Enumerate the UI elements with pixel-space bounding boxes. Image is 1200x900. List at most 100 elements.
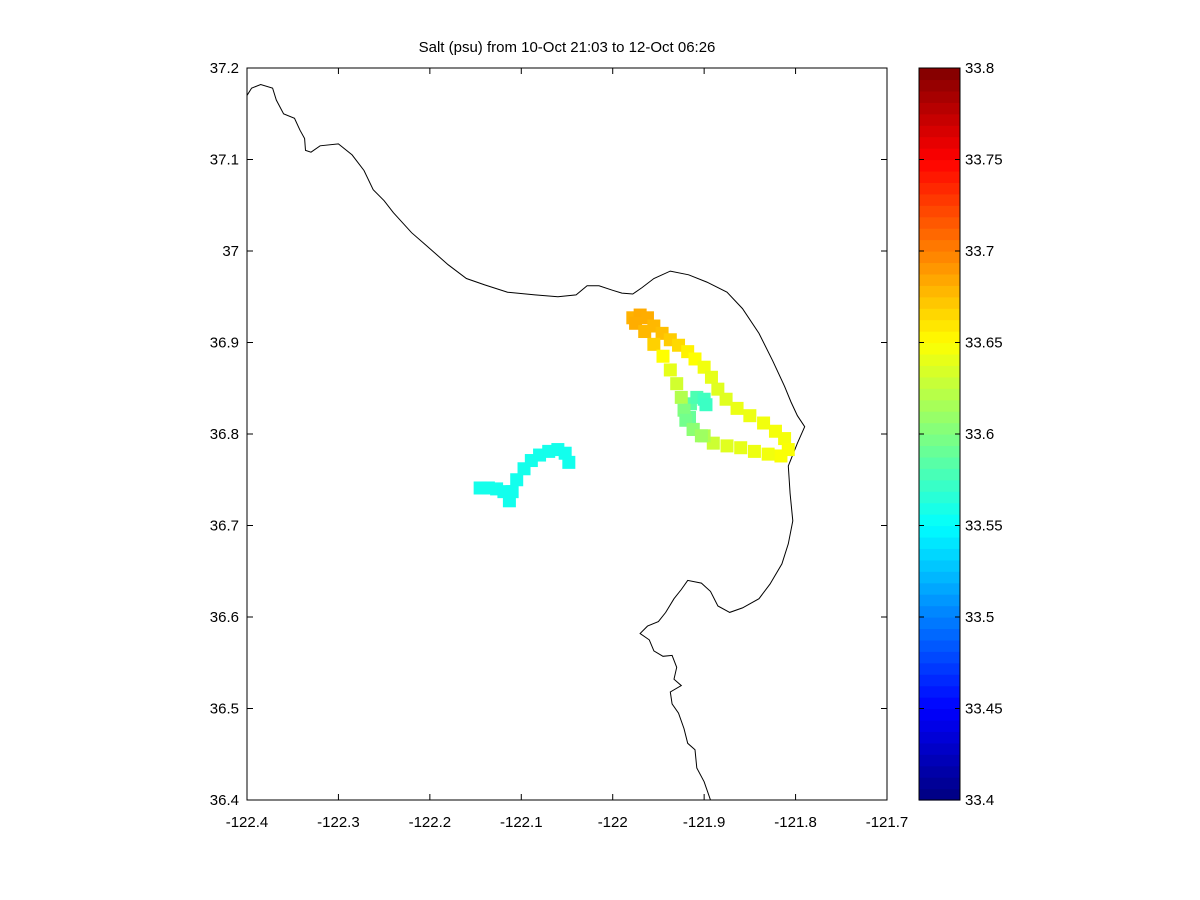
y-tick-label: 36.6 (210, 609, 239, 626)
colorbar-tick-label: 33.5 (965, 609, 994, 626)
track-point (656, 349, 670, 363)
y-tick-label: 36.5 (210, 701, 239, 718)
track-point (761, 447, 775, 461)
colorbar-band (919, 170, 960, 183)
colorbar-band (919, 136, 960, 149)
track-point (638, 325, 652, 339)
track-point (505, 485, 519, 499)
y-tick-label: 37.2 (210, 60, 239, 77)
track-point (699, 398, 713, 412)
colorbar-band (919, 479, 960, 492)
colorbar-band (919, 125, 960, 138)
salinity-track (473, 308, 795, 508)
colorbar-band (919, 182, 960, 195)
y-tick-label: 36.8 (210, 426, 239, 443)
colorbar-band (919, 559, 960, 572)
colorbar-band (919, 228, 960, 241)
colorbar-band (919, 434, 960, 447)
colorbar-band (919, 251, 960, 264)
colorbar-band (919, 731, 960, 744)
track-point (734, 441, 748, 455)
y-tick-label: 37 (222, 243, 239, 260)
colorbar-axis: 33.4 33.45 33.5 33.55 33.6 33.65 33.7 33.75 33.8 (919, 60, 1003, 809)
colorbar-band (919, 342, 960, 355)
track-point (747, 444, 761, 458)
colorbar-band (919, 388, 960, 401)
colorbar-band (919, 571, 960, 584)
colorbar-band (919, 788, 960, 801)
track-point (694, 429, 708, 443)
colorbar-band (919, 502, 960, 515)
x-tick-label: -121.8 (774, 814, 817, 831)
track-point (720, 439, 734, 453)
colorbar-band (919, 765, 960, 778)
x-tick-label: -121.9 (683, 814, 726, 831)
colorbar-band (919, 296, 960, 309)
track-point (562, 455, 576, 469)
colorbar-band (919, 285, 960, 298)
colorbar-band (919, 273, 960, 286)
x-tick-label: -122 (598, 814, 628, 831)
colorbar-band (919, 536, 960, 549)
colorbar-band (919, 651, 960, 664)
track-point (743, 409, 757, 423)
colorbar-band (919, 719, 960, 732)
colorbar-band (919, 468, 960, 481)
colorbar-band (919, 365, 960, 378)
colorbar-band (919, 777, 960, 790)
colorbar-tick-label: 33.45 (965, 701, 1003, 718)
plot-area: -122.4 -122.3 -122.2 -122.1 -122 -121.9 -121.8… (210, 60, 908, 831)
colorbar-band (919, 193, 960, 206)
colorbar-band (919, 216, 960, 229)
colorbar-band (919, 239, 960, 252)
y-tick-label: 36.4 (210, 792, 239, 809)
colorbar-band (919, 90, 960, 103)
colorbar-band (919, 697, 960, 710)
colorbar-tick-label: 33.6 (965, 426, 994, 443)
track-point (510, 473, 524, 487)
colorbar-tick-label: 33.65 (965, 335, 1003, 352)
track-point (711, 382, 725, 396)
colorbar-tick-label: 33.75 (965, 152, 1003, 169)
track-point (704, 370, 718, 384)
colorbar-tick-label: 33.4 (965, 792, 994, 809)
colorbar-band (919, 514, 960, 527)
colorbar-tick-label: 33.7 (965, 243, 994, 260)
colorbar-band (919, 525, 960, 538)
y-tick-label: 36.7 (210, 518, 239, 535)
colorbar-band (919, 628, 960, 641)
chart-title: Salt (psu) from 10-Oct 21:03 to 12-Oct 0… (419, 39, 716, 56)
x-tick-label: -121.7 (866, 814, 909, 831)
colorbar-band (919, 353, 960, 366)
colorbar-band (919, 319, 960, 332)
colorbar-band (919, 205, 960, 218)
x-axis: -122.4 -122.3 -122.2 -122.1 -122 -121.9 -121.8… (226, 68, 909, 831)
colorbar-band (919, 422, 960, 435)
colorbar-band (919, 102, 960, 115)
track-point (730, 401, 744, 415)
colorbar-band (919, 662, 960, 675)
track-point (719, 392, 733, 406)
track-point (647, 337, 661, 351)
colorbar-band (919, 411, 960, 424)
colorbar-band (919, 754, 960, 767)
track-point (663, 363, 677, 377)
colorbar-band (919, 639, 960, 652)
colorbar-band (919, 148, 960, 161)
coastline (247, 83, 806, 800)
colorbar-band (919, 742, 960, 755)
x-tick-label: -122.3 (317, 814, 360, 831)
colorbar: 33.4 33.45 33.5 33.55 33.6 33.65 33.7 33.75 33.8 (918, 60, 1003, 809)
track-point (674, 390, 688, 404)
x-tick-label: -122.4 (226, 814, 269, 831)
track-point (697, 360, 711, 374)
y-tick-label: 36.9 (210, 335, 239, 352)
colorbar-band (919, 685, 960, 698)
colorbar-gradient (919, 68, 960, 801)
colorbar-band (919, 491, 960, 504)
y-axis: 36.4 36.5 36.6 36.7 36.8 36.9 37 37.1 37.2 (210, 60, 887, 809)
colorbar-band (919, 159, 960, 172)
colorbar-band (919, 399, 960, 412)
colorbar-tick-label: 33.8 (965, 60, 994, 77)
colorbar-band (919, 674, 960, 687)
